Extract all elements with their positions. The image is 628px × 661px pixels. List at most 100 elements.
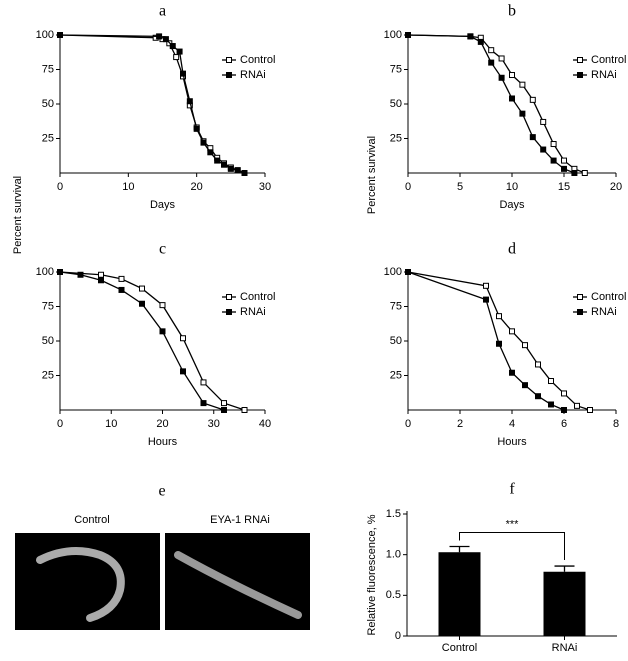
y-tick-label: 0.5	[386, 589, 401, 601]
survival-line	[407, 34, 575, 174]
x-tick-label: 10	[122, 181, 134, 193]
data-point	[483, 282, 489, 289]
bar	[543, 571, 586, 636]
data-point	[477, 38, 484, 45]
data-point	[98, 271, 104, 278]
survival-line	[407, 271, 591, 411]
survival-line	[59, 34, 245, 174]
data-point	[180, 335, 186, 342]
legend-label: RNAi	[591, 306, 617, 318]
x-tick-label: 20	[156, 418, 168, 430]
legend-label: Control	[591, 54, 626, 66]
data-point	[221, 407, 227, 413]
legend-label: RNAi	[240, 69, 266, 81]
x-tick-label: 10	[506, 181, 518, 193]
y-tick-label: 100	[384, 29, 402, 41]
x-tick-label: 10	[105, 418, 117, 430]
data-point	[509, 369, 515, 376]
data-point	[574, 402, 580, 409]
legend-marker	[577, 72, 583, 78]
panel-title: f	[509, 481, 515, 498]
x-tick-label: 0	[405, 181, 411, 193]
legend-marker	[226, 72, 232, 78]
data-point	[483, 296, 489, 303]
x-axis-label: Hours	[148, 436, 178, 448]
data-point	[535, 393, 541, 400]
data-point	[169, 43, 176, 50]
data-point	[496, 313, 502, 320]
data-point	[186, 98, 193, 105]
data-point	[207, 149, 214, 156]
y-axis-label: Percent survival	[366, 136, 378, 214]
data-point	[221, 161, 227, 168]
data-point	[200, 379, 207, 386]
image-label: EYA-1 RNAi	[210, 514, 270, 526]
data-point	[234, 167, 241, 174]
legend-marker	[226, 57, 232, 63]
x-tick-label: 4	[509, 418, 515, 430]
data-point	[529, 134, 536, 141]
data-point	[200, 400, 207, 407]
data-point	[571, 170, 578, 176]
legend-label: Control	[591, 291, 626, 303]
error-bar	[449, 545, 470, 553]
bar	[438, 552, 481, 636]
y-tick-label: 25	[390, 369, 402, 381]
y-tick-label: 25	[42, 369, 54, 381]
x-tick-label: 15	[558, 181, 570, 193]
legend-label: Control	[240, 291, 275, 303]
data-point	[548, 378, 554, 385]
data-point	[561, 390, 567, 397]
y-tick-label: 25	[390, 132, 402, 144]
legend-marker	[577, 294, 583, 300]
legend-label: RNAi	[240, 306, 266, 318]
y-axis-label: Relative fluorescence, %	[366, 514, 378, 635]
data-point	[498, 55, 505, 62]
x-axis-label: Hours	[497, 436, 527, 448]
data-point	[561, 157, 567, 164]
significance-label: ***	[506, 518, 520, 530]
x-tick-label: 0	[405, 418, 411, 430]
y-tick-label: 100	[36, 266, 54, 278]
y-tick-label: 75	[390, 63, 402, 75]
legend-label: Control	[240, 54, 275, 66]
legend-marker	[226, 294, 232, 300]
y-tick-label: 1.5	[386, 508, 401, 520]
survival-line	[59, 34, 245, 174]
data-point	[98, 277, 104, 284]
x-axis-label: Days	[150, 199, 176, 211]
data-point	[405, 269, 411, 275]
data-point	[467, 33, 474, 40]
data-point	[550, 141, 557, 148]
data-point	[548, 401, 554, 408]
y-tick-label: 100	[36, 29, 54, 41]
y-axis-label: Percent survival	[12, 176, 24, 254]
data-point	[509, 72, 515, 79]
x-tick-label: 8	[613, 418, 619, 430]
data-point	[118, 286, 125, 293]
y-tick-label: 50	[42, 98, 54, 110]
legend-label: RNAi	[591, 69, 617, 81]
data-point	[221, 400, 227, 407]
y-tick-label: 25	[42, 132, 54, 144]
panel-title: a	[159, 3, 166, 20]
panel-title: b	[508, 3, 516, 20]
legend-marker	[226, 309, 232, 315]
x-tick-label: 30	[259, 181, 271, 193]
error-bar	[554, 565, 575, 572]
data-point	[176, 48, 183, 55]
legend-marker	[577, 57, 583, 63]
y-tick-label: 50	[390, 335, 402, 347]
data-point	[139, 300, 145, 307]
survival-line	[59, 271, 225, 411]
y-tick-label: 50	[390, 98, 402, 110]
data-point	[535, 361, 541, 368]
survival-line	[59, 271, 245, 411]
x-tick-label: 5	[457, 181, 463, 193]
data-point	[488, 47, 495, 54]
data-point	[581, 170, 588, 176]
data-point	[241, 170, 248, 176]
data-point	[405, 32, 411, 38]
data-point	[156, 33, 163, 40]
